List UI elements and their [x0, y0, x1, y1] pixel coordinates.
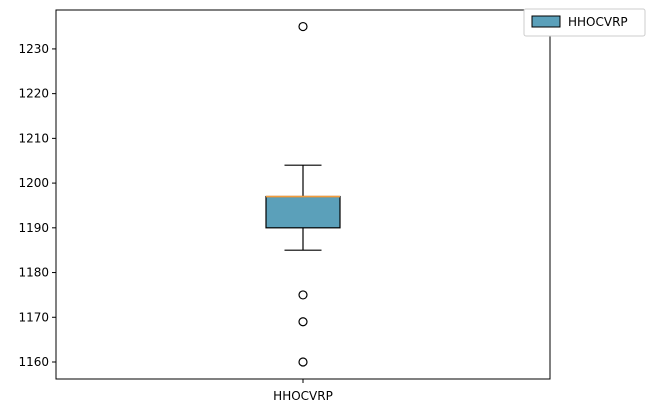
outlier-point — [298, 317, 308, 327]
y-tick-label: 1210 — [18, 131, 49, 145]
legend-label: HHOCVRP — [568, 15, 628, 29]
y-tick-label: 1220 — [18, 87, 49, 101]
y-tick-label: 1190 — [18, 221, 49, 235]
outlier-point — [298, 290, 308, 300]
y-axis: 1160 1170 1180 1190 1200 1210 1220 1230 — [18, 42, 56, 369]
legend: HHOCVRP — [523, 8, 646, 37]
box-group — [265, 21, 341, 367]
outlier-point — [298, 21, 308, 32]
outlier-point — [298, 357, 308, 367]
y-tick-label: 1160 — [18, 355, 49, 369]
y-tick-label: 1230 — [18, 42, 49, 56]
x-tick-label: HHOCVRP — [273, 389, 333, 403]
box — [265, 195, 341, 229]
y-tick-label: 1180 — [18, 266, 49, 280]
y-tick-label: 1170 — [18, 310, 49, 324]
legend-swatch — [531, 15, 561, 28]
x-axis: HHOCVRP — [273, 379, 333, 403]
y-tick-label: 1200 — [18, 176, 49, 190]
